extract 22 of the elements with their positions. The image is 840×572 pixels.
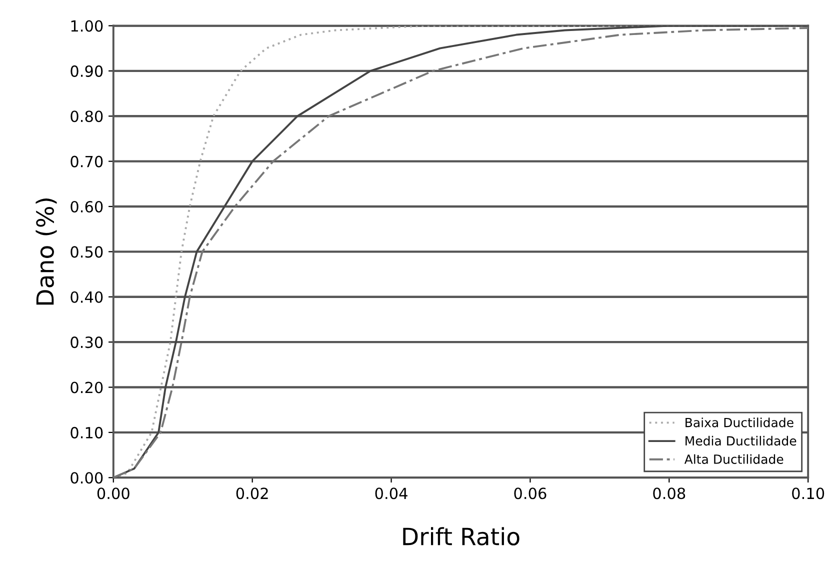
- y-tick-label: 1.00: [71, 20, 103, 32]
- y-tick-label: 0.90: [70, 65, 103, 77]
- y-tick-label: 0.20: [70, 382, 103, 394]
- legend-label: Alta Ductilidade: [684, 454, 784, 464]
- x-tick-label: 0.10: [792, 488, 824, 500]
- x-tick-label: 0.08: [653, 488, 686, 500]
- x-axis-title: Drift Ratio: [403, 527, 520, 546]
- x-tick-label: 0.06: [514, 488, 546, 500]
- y-tick-label: 0.40: [70, 291, 103, 303]
- x-tick-label: 0.02: [236, 488, 268, 500]
- legend-label: Baixa Ductilidade: [686, 418, 794, 428]
- x-tick-label: 0.00: [97, 488, 130, 500]
- y-tick-label: 0.60: [70, 200, 103, 213]
- x-tick-label: 0.04: [375, 488, 408, 500]
- y-tick-label: 0.10: [70, 426, 103, 438]
- legend-label: Media Ductilidade: [686, 436, 796, 446]
- y-tick-label: 0.80: [70, 110, 103, 122]
- y-tick-label: 0.00: [70, 472, 103, 484]
- y-tick-label: 0.70: [70, 156, 103, 168]
- y-tick-label: 0.30: [70, 336, 103, 348]
- y-tick-label: 0.50: [70, 246, 103, 258]
- y-axis-title: Dano (%): [36, 198, 57, 305]
